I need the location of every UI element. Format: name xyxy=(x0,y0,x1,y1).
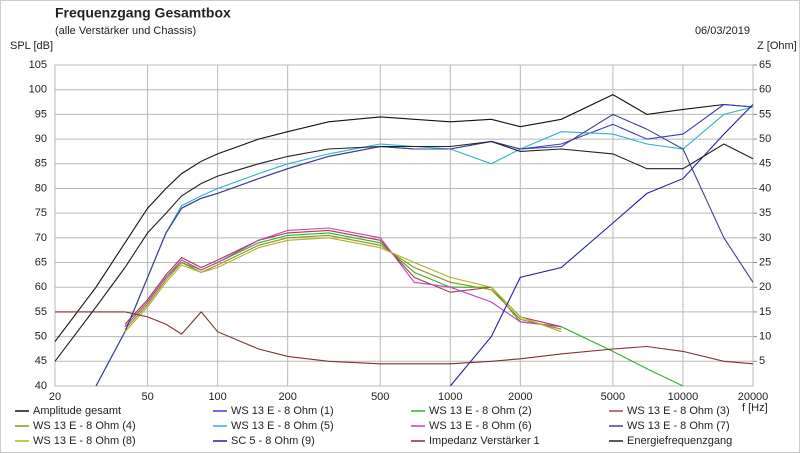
legend-label: WS 13 E - 8 Ohm (3) xyxy=(627,405,730,417)
y2-tick-label: 25 xyxy=(759,256,771,268)
y2-tick-label: 5 xyxy=(759,355,765,367)
x-tick-label: 20000 xyxy=(738,391,769,403)
y-tick-label: 80 xyxy=(35,182,47,194)
y-tick-label: 40 xyxy=(35,380,47,392)
x-tick-label: 20 xyxy=(49,391,61,403)
y2-tick-label: 50 xyxy=(759,133,771,145)
y2-tick-label: 10 xyxy=(759,331,771,343)
legend-label: WS 13 E - 8 Ohm (4) xyxy=(33,420,136,432)
legend-label: WS 13 E - 8 Ohm (1) xyxy=(231,405,334,417)
series-line xyxy=(124,234,562,330)
y2-tick-label: 15 xyxy=(759,306,771,318)
series-line xyxy=(449,104,754,387)
legend-label: Impedanz Verstärker 1 xyxy=(429,435,540,447)
y2-tick-label: 20 xyxy=(759,281,771,293)
y-axis-label: SPL [dB] xyxy=(10,40,53,52)
series-line xyxy=(54,93,754,342)
x-tick-label: 100 xyxy=(208,391,226,403)
series-line xyxy=(124,237,562,333)
legend-label: WS 13 E - 8 Ohm (8) xyxy=(33,435,136,447)
y-tick-label: 85 xyxy=(35,158,47,170)
legend-label: Energiefrequenzgang xyxy=(627,435,732,447)
y-tick-label: 45 xyxy=(35,355,47,367)
legend-label: SC 5 - 8 Ohm (9) xyxy=(231,435,315,447)
y-tick-label: 65 xyxy=(35,256,47,268)
series-line xyxy=(54,140,754,362)
y-tick-label: 50 xyxy=(35,331,47,343)
y2-tick-label: 65 xyxy=(759,59,771,71)
series-line xyxy=(55,311,754,365)
series-line xyxy=(124,229,562,328)
chart-date: 06/03/2019 xyxy=(695,25,750,37)
legend-label: WS 13 E - 8 Ohm (6) xyxy=(429,420,532,432)
x-tick-label: 500 xyxy=(371,391,389,403)
y-tick-label: 100 xyxy=(29,84,47,96)
y-tick-label: 95 xyxy=(35,108,47,120)
x-tick-label: 10000 xyxy=(668,391,699,403)
y-tick-label: 70 xyxy=(35,232,47,244)
legend-label: WS 13 E - 8 Ohm (7) xyxy=(627,420,730,432)
y-tick-label: 90 xyxy=(35,133,47,145)
legend-label: WS 13 E - 8 Ohm (5) xyxy=(231,420,334,432)
x-tick-label: 1000 xyxy=(438,391,462,403)
y-tick-label: 105 xyxy=(29,59,47,71)
y2-tick-label: 40 xyxy=(759,182,771,194)
y2-axis-label: Z [Ohm] xyxy=(757,40,797,52)
y-tick-label: 60 xyxy=(35,281,47,293)
legend-label: WS 13 E - 8 Ohm (2) xyxy=(429,405,532,417)
x-tick-label: 2000 xyxy=(508,391,532,403)
legend-label: Amplitude gesamt xyxy=(33,405,121,417)
y2-tick-label: 55 xyxy=(759,108,771,120)
chart-title: Frequenzgang Gesamtbox xyxy=(55,5,231,21)
x-tick-label: 50 xyxy=(141,391,153,403)
y2-tick-label: 30 xyxy=(759,232,771,244)
y2-tick-label: 60 xyxy=(759,84,771,96)
plot-area xyxy=(54,64,754,387)
y2-tick-label: 45 xyxy=(759,158,771,170)
x-axis-label: f [Hz] xyxy=(742,402,768,414)
y2-tick-label: 35 xyxy=(759,207,771,219)
y-tick-label: 55 xyxy=(35,306,47,318)
x-tick-label: 200 xyxy=(278,391,296,403)
y-tick-label: 75 xyxy=(35,207,47,219)
series-line xyxy=(124,227,562,328)
x-tick-label: 5000 xyxy=(601,391,625,403)
chart-subtitle: (alle Verstärker und Chassis) xyxy=(55,25,196,37)
